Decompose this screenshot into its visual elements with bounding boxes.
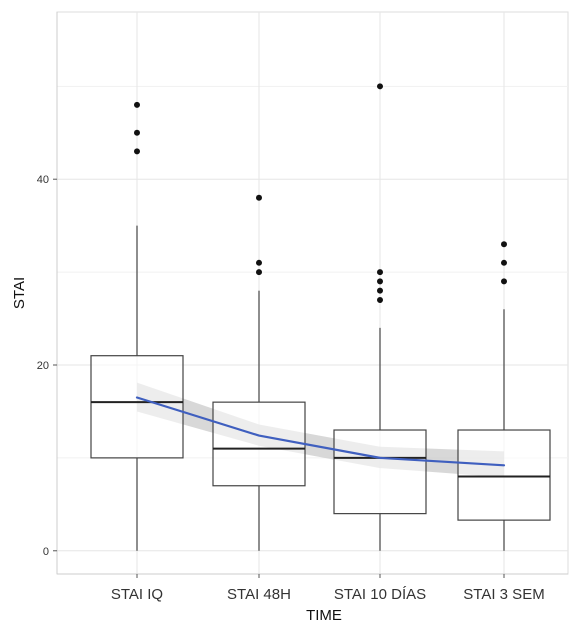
outlier-point [501,278,507,285]
y-tick-label: 0 [43,546,49,558]
outlier-point [501,259,507,266]
outlier-point [377,269,383,276]
outlier-point [134,148,140,155]
outlier-point [256,259,262,266]
outlier-point [256,269,262,276]
box-group [333,83,427,551]
box-iqr [333,429,427,515]
x-tick-label: STAI 48H [227,586,291,603]
y-tick-label: 40 [37,174,49,186]
outlier-point [377,296,383,303]
y-tick-label: 20 [37,360,49,372]
y-tick-labels: 0 20 40 [37,174,57,558]
trend-line-layer [135,396,506,467]
outlier-point [256,194,262,201]
y-axis-title: STAI [11,277,28,309]
outlier-point [377,278,383,285]
box-iqr [212,401,306,487]
trend-line [135,396,506,467]
x-axis-title: TIME [306,607,342,624]
x-tick-label: STAI 3 SEM [463,586,544,603]
outlier-point [377,287,383,294]
outlier-point [377,83,383,90]
outlier-point [501,241,507,248]
outlier-point [134,129,140,136]
outlier-point [134,101,140,108]
x-tick-label: STAI 10 DÍAS [334,586,426,603]
x-tick-labels: STAI IQ STAI 48H STAI 10 DÍAS STAI 3 SEM [111,574,545,603]
boxes-layer [90,83,551,551]
box-iqr [457,429,551,521]
x-tick-label: STAI IQ [111,586,163,603]
axes [56,12,568,575]
box-group [457,241,551,551]
box-group [212,194,306,551]
